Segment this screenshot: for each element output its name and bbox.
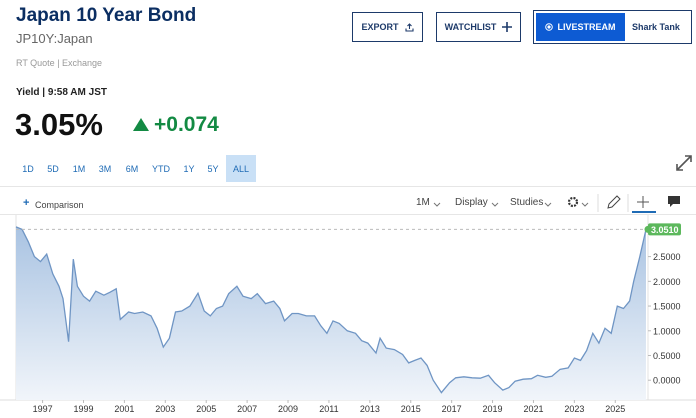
y-tick-label: 0.0000 [653,376,681,386]
x-tick-label: 2011 [319,404,338,414]
y-tick-label: 2.5000 [653,252,681,262]
price: 3.05% [15,107,103,142]
x-tick-label: 2023 [564,404,584,414]
export-button[interactable]: EXPORT [352,12,423,42]
range-button[interactable]: 1M [72,163,86,174]
y-tick-label: 1.5000 [653,302,681,312]
x-tick-label: 2005 [196,404,216,414]
y-tick-label: 1.0000 [653,326,681,336]
x-tick-label: 1999 [73,404,93,414]
live-icon [545,23,554,31]
expand-icon[interactable] [675,154,693,172]
last-value-badge [648,223,681,236]
area-fill [16,226,646,400]
up-arrow [133,118,149,131]
x-tick-label: 2015 [401,404,421,414]
quote-source: RT Quote | Exchange [16,58,103,68]
x-tick-label: 2009 [278,404,298,414]
y-tick-label: 0.5000 [653,351,681,361]
watchlist-button[interactable]: WATCHLIST [436,12,521,42]
range-active-bg [226,155,256,182]
range-button[interactable]: 1D [22,163,34,174]
export-icon [404,22,414,32]
y-tick-label: 2.0000 [653,277,681,287]
symbol: JP10Y:Japan [16,31,93,46]
divider [0,186,696,187]
plus-icon [502,22,513,32]
chart: 0.0000 0.5000 1.0000 1.5000 2.0000 2.5000 1997… [0,215,696,414]
x-tick-label: 2007 [237,404,257,414]
comparison-button[interactable]: Comparison [35,200,84,210]
livestream-label: LIVESTREAM [557,22,616,32]
plus: + [23,197,30,209]
watchlist-label: WATCHLIST [444,22,497,32]
range-button[interactable]: 3M [98,163,112,174]
line [15,226,647,394]
export-label: EXPORT [361,22,399,32]
range-button[interactable]: 1Y [183,163,195,174]
divider [0,214,696,215]
display-button[interactable]: Display [455,197,488,208]
studies-button[interactable]: Studies [510,197,544,208]
range-button[interactable]: 5D [47,163,59,174]
toolbar-icons [433,194,680,213]
x-tick-label: 2017 [442,404,462,414]
show-name: Shark Tank [632,22,680,32]
x-tick-label: 2013 [360,404,380,414]
livestream-box[interactable]: LIVESTREAM Shark Tank [533,10,692,44]
range-button[interactable]: ALL [232,163,249,174]
title: Japan 10 Year Bond [16,5,197,26]
yield-label: Yield | 9:58 AM JST [16,87,107,98]
x-tick-label: 2001 [114,404,134,414]
range-button[interactable]: 5Y [207,163,219,174]
x-tick-label: 2019 [483,404,503,414]
x-tick-label: 2021 [523,404,543,414]
x-tick-label: 2003 [155,404,175,414]
range-button[interactable]: YTD [152,163,170,174]
last-value-label: 3.0510 [651,225,679,235]
interval-button[interactable]: 1M [416,197,430,208]
x-tick-label: 2025 [605,404,625,414]
range-button[interactable]: 6M [125,163,139,174]
x-tick-label: 1997 [33,404,53,414]
change: +0.074 [154,113,219,136]
livestream-button[interactable]: LIVESTREAM [536,13,625,41]
